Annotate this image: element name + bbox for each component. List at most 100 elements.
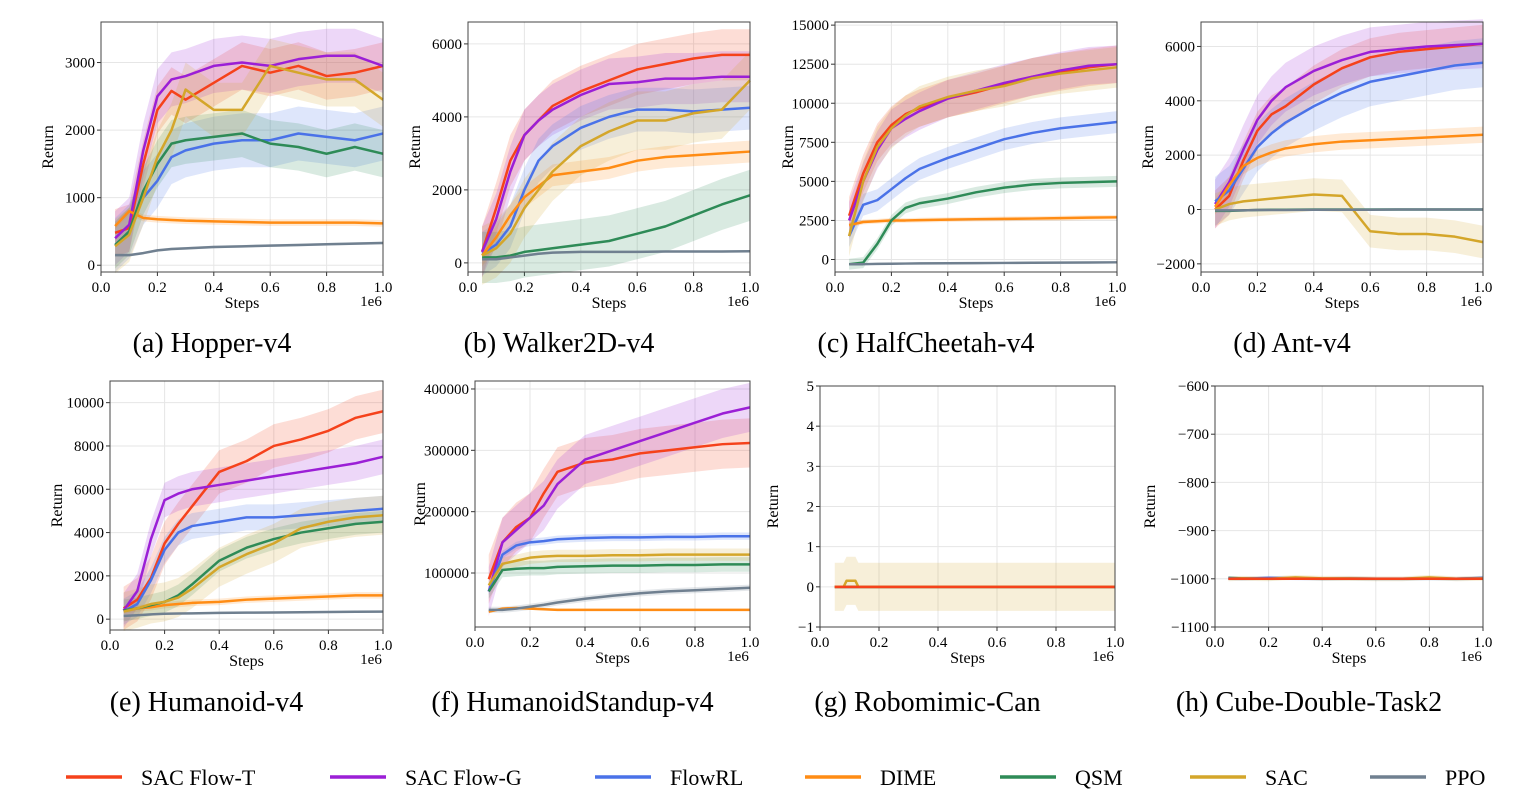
band-sac	[834, 556, 1115, 611]
y-tick-label: 6000	[432, 37, 462, 53]
y-tick-label: 12500	[792, 57, 830, 73]
subplot-4: 0.0 0.2 0.4 0.6 0.8 1.0 −2000 0 2000 4000 6000 Step…	[1140, 19, 1492, 359]
x-tick-label: 1.0	[741, 280, 760, 296]
x-multiplier: 1e6	[1094, 294, 1116, 310]
line-flowrl	[847, 120, 1118, 237]
x-tick-label: 0.2	[870, 635, 889, 651]
legend-label: FlowRL	[670, 765, 743, 790]
band-sac-flow-g	[488, 382, 750, 616]
y-axis-label: Return	[765, 485, 782, 529]
band-dime	[482, 140, 750, 267]
x-tick-label: 0.2	[155, 638, 174, 654]
x-tick-label: 0.8	[319, 638, 338, 654]
line-sac-flow-t	[487, 441, 751, 580]
x-multiplier: 1e6	[1092, 649, 1114, 665]
y-tick-label: 1000	[65, 191, 95, 207]
x-tick-label: 0.4	[571, 280, 590, 296]
line-flowrl	[481, 106, 751, 255]
x-tick-label: 1.0	[741, 635, 760, 651]
x-multiplier: 1e6	[360, 294, 382, 310]
x-tick-label: 0.4	[204, 280, 223, 296]
band-sac-flow-g	[1215, 19, 1483, 229]
y-tick-label: 5	[807, 379, 815, 395]
axes-frame	[1200, 21, 1484, 273]
legend-item-dime: DIME	[805, 765, 936, 790]
x-axis-label: Steps	[592, 295, 627, 312]
axes-frame	[467, 21, 751, 273]
y-tick-label: 0	[88, 258, 96, 274]
legend-label: SAC Flow-G	[405, 765, 522, 790]
x-tick-label: 0.8	[684, 280, 703, 296]
subplot-caption: (c) HalfCheetah-v4	[818, 328, 1035, 359]
x-tick-label: 0.0	[1192, 280, 1211, 296]
band-flowrl	[488, 532, 750, 596]
x-tick-label: 0.0	[92, 280, 111, 296]
subplot-3: 0.0 0.2 0.4 0.6 0.8 1.0 0 2500 5000 7500 10000 1250…	[780, 18, 1126, 359]
line-ppo	[849, 261, 1118, 266]
x-multiplier: 1e6	[360, 652, 382, 668]
y-axis-label: Return	[412, 482, 429, 526]
line-flowrl	[1214, 61, 1484, 203]
subplot-5: 0.0 0.2 0.4 0.6 0.8 1.0 0 2000 4000 6000 8000 10000…	[49, 380, 392, 718]
line-sac-flow-g	[1214, 42, 1484, 205]
y-tick-label: 400000	[424, 382, 469, 398]
axes-frame	[819, 385, 1116, 628]
legend: SAC Flow-T SAC Flow-G FlowRL DIME QSM SAC PPO	[66, 765, 1485, 790]
band-sac	[488, 548, 750, 592]
legend-label: SAC Flow-T	[141, 765, 256, 790]
subplot-6: 0.0 0.2 0.4 0.6 0.8 1.0 100000 200000 300000 4000…	[412, 380, 760, 718]
x-axis-label: Steps	[229, 653, 264, 670]
subplot-7: 0.0 0.2 0.4 0.6 0.8 1.0 −1 0 1 2 3 4 5 Steps 1e6 Return…	[765, 379, 1124, 718]
y-tick-label: −600	[1178, 379, 1209, 395]
x-tick-label: 0.8	[1417, 280, 1436, 296]
line-dime	[123, 594, 383, 612]
line-ppo	[1215, 208, 1483, 212]
subplot-caption: (g) Robomimic-Can	[814, 687, 1040, 718]
x-axis-label: Steps	[1325, 295, 1360, 312]
y-tick-label: −1	[798, 620, 814, 636]
x-tick-label: 0.8	[317, 280, 336, 296]
line-qsm	[487, 563, 750, 593]
x-axis-label: Steps	[595, 650, 630, 667]
band-sac-flow-g	[482, 51, 750, 278]
subplot-caption: (a) Hopper-v4	[133, 328, 292, 359]
subplot-caption: (d) Ant-v4	[1233, 328, 1350, 359]
band-sac-flow-t	[123, 389, 384, 630]
line-sac	[123, 513, 384, 613]
y-axis-label: Return	[1142, 485, 1159, 529]
band-sac-flow-t	[115, 42, 383, 257]
band-flowrl	[1215, 38, 1483, 226]
x-tick-label: 1.0	[1108, 280, 1127, 296]
x-tick-label: 1.0	[1474, 635, 1493, 651]
line-dime	[114, 209, 384, 227]
y-tick-label: 0	[1188, 203, 1196, 219]
x-tick-label: 0.6	[628, 280, 647, 296]
legend-item-ppo: PPO	[1370, 765, 1485, 790]
y-tick-label: 4	[807, 419, 815, 435]
x-tick-label: 1.0	[1474, 280, 1493, 296]
x-tick-label: 0.2	[1248, 280, 1267, 296]
band-sac-flow-t	[849, 45, 1117, 235]
x-tick-label: 0.4	[1304, 280, 1323, 296]
legend-item-qsm: QSM	[1000, 765, 1123, 790]
y-tick-label: −900	[1178, 524, 1209, 540]
x-tick-label: 1.0	[374, 280, 393, 296]
band-qsm	[123, 510, 384, 622]
y-axis-label: Return	[407, 125, 424, 169]
x-tick-label: 0.6	[1361, 280, 1380, 296]
y-tick-label: 100000	[424, 566, 469, 582]
band-sac	[1215, 178, 1483, 259]
line-flowrl	[487, 534, 750, 592]
x-tick-label: 0.2	[148, 280, 167, 296]
band-qsm	[849, 175, 1117, 270]
x-tick-label: 0.0	[459, 280, 478, 296]
y-tick-label: 8000	[74, 439, 104, 455]
y-tick-label: 2500	[799, 213, 829, 229]
x-axis-label: Steps	[959, 295, 994, 312]
band-qsm	[115, 109, 383, 269]
line-qsm	[114, 132, 384, 246]
line-ppo	[123, 610, 384, 618]
x-tick-label: 0.0	[466, 635, 485, 651]
y-tick-label: 6000	[74, 482, 104, 498]
x-tick-label: 0.6	[264, 638, 283, 654]
